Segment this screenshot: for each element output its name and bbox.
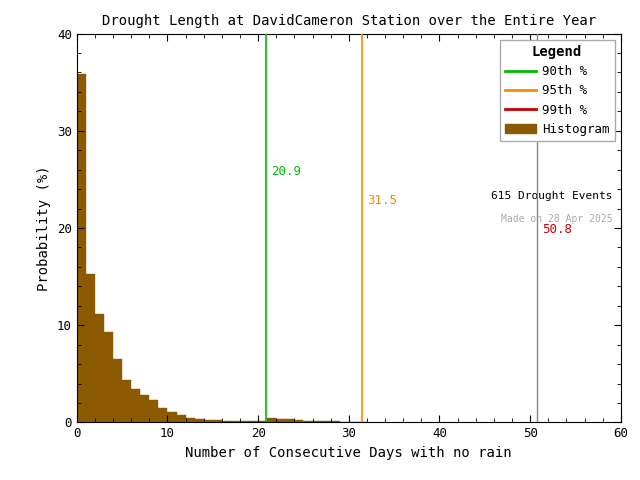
Bar [285, 419, 294, 422]
Bar [77, 74, 86, 422]
Bar [249, 421, 258, 422]
Bar [331, 421, 340, 422]
Y-axis label: Probability (%): Probability (%) [37, 165, 51, 291]
X-axis label: Number of Consecutive Days with no rain: Number of Consecutive Days with no rain [186, 446, 512, 460]
Bar [204, 420, 212, 422]
Text: Made on 28 Apr 2025: Made on 28 Apr 2025 [501, 215, 612, 224]
Bar [149, 400, 158, 422]
Title: Drought Length at DavidCameron Station over the Entire Year: Drought Length at DavidCameron Station o… [102, 14, 596, 28]
Text: 615 Drought Events: 615 Drought Events [491, 191, 612, 201]
Bar [312, 421, 321, 422]
Bar [86, 274, 95, 422]
Bar [321, 421, 331, 422]
Bar [95, 313, 104, 422]
Text: 20.9: 20.9 [271, 165, 301, 178]
Bar [158, 408, 168, 422]
Bar [104, 332, 113, 422]
Text: 31.5: 31.5 [367, 194, 397, 207]
Bar [168, 412, 177, 422]
Bar [276, 420, 285, 422]
Bar [240, 421, 249, 422]
Bar [231, 421, 240, 422]
Legend: 90th %, 95th %, 99th %, Histogram: 90th %, 95th %, 99th %, Histogram [500, 40, 614, 141]
Bar [212, 420, 222, 422]
Bar [122, 380, 131, 422]
Bar [113, 359, 122, 422]
Bar [258, 421, 268, 422]
Bar [131, 389, 140, 422]
Bar [195, 420, 204, 422]
Bar [294, 420, 303, 422]
Bar [222, 421, 231, 422]
Bar [140, 395, 149, 422]
Bar [177, 415, 186, 422]
Text: 50.8: 50.8 [542, 223, 572, 236]
Bar [303, 421, 312, 422]
Bar [268, 418, 276, 422]
Bar [186, 418, 195, 422]
